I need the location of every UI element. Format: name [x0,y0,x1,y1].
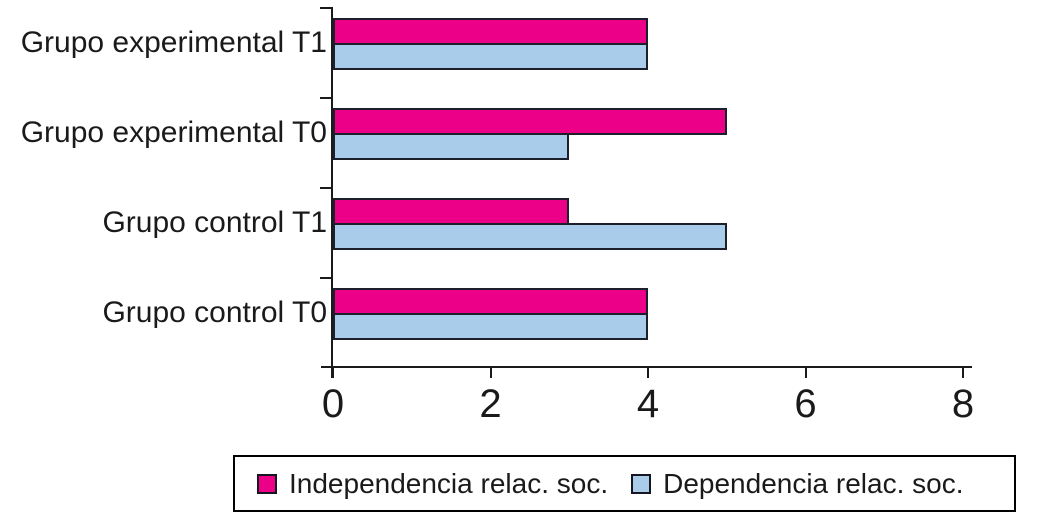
x-tick-label: 2 [479,382,502,426]
legend-item: Dependencia relac. soc. [631,467,964,500]
y-axis-tick [320,97,333,99]
x-tick-label: 4 [636,382,660,426]
x-axis-tick [962,366,964,378]
bar-dependencia [333,223,727,250]
legend-swatch-independencia [257,473,277,494]
x-axis-tick [332,366,334,378]
x-axis-tick [804,366,807,378]
x-axis-tick [647,366,649,378]
category-label: Grupo control T0 [102,296,327,329]
y-axis-tick [320,187,333,189]
y-axis-line [331,8,333,378]
y-axis-tick [320,7,333,9]
bar-dependencia [333,313,648,340]
plot-area: 0 2 4 6 8 Grupo experimental T1 Grupo experime… [20,7,975,426]
bar-dependencia [333,43,648,70]
x-tick-label: 6 [794,382,817,426]
x-tick-label: 0 [321,382,345,426]
bar-independencia [333,108,727,135]
x-axis-line [321,366,972,368]
x-axis-tick [489,366,492,378]
bar-independencia [333,18,648,45]
bar-independencia [333,198,569,225]
category-label: Grupo experimental T1 [20,26,327,59]
x-tick-label: 8 [951,382,975,426]
legend-item: Independencia relac. soc. [257,468,608,500]
y-axis-tick [320,277,333,279]
bar-dependencia [333,133,569,160]
legend: Independencia relac. soc. Dependencia rel… [233,455,1016,512]
legend-label: Dependencia relac. soc. [663,467,964,499]
bar-independencia [333,288,648,315]
category-label: Grupo control T1 [102,206,327,239]
legend-label: Independencia relac. soc. [289,467,609,499]
category-label: Grupo experimental T0 [20,116,327,149]
legend-swatch-dependencia [631,473,652,494]
